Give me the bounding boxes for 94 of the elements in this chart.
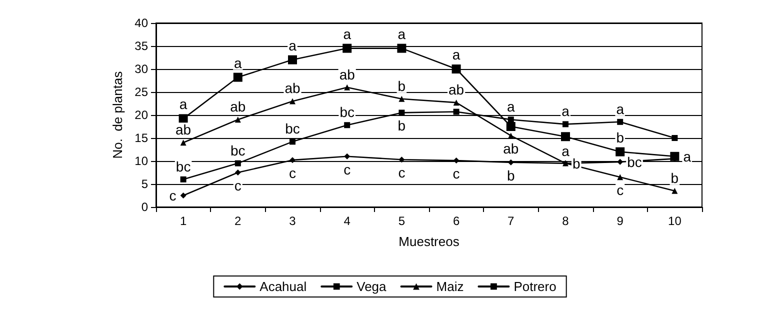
point: [562, 121, 568, 128]
point: [290, 138, 296, 145]
data-label: a: [288, 37, 297, 54]
y-tick-label: 5: [141, 177, 148, 191]
point: [290, 157, 296, 164]
point: [453, 108, 460, 115]
legend-label: Acahual: [260, 279, 307, 294]
x-tick-label: 6: [452, 214, 460, 228]
legend-label: Potrero: [514, 279, 556, 294]
y-tick-label: 25: [134, 85, 148, 99]
point: [344, 84, 350, 90]
legend-label: Maiz: [436, 279, 464, 294]
data-label: b: [398, 118, 406, 134]
point: [670, 152, 680, 161]
point: [342, 44, 352, 53]
point: [234, 160, 241, 166]
legend-label: Vega: [356, 279, 388, 294]
data-label: b: [572, 155, 580, 172]
point: [452, 64, 461, 74]
point: [344, 122, 350, 128]
data-label: ab: [176, 122, 192, 138]
x-tick-label: 10: [668, 214, 682, 228]
x-tick-label: 3: [289, 214, 296, 228]
point: [180, 176, 186, 182]
x-tick-label: 7: [508, 214, 515, 228]
point: [234, 116, 241, 123]
y-tick-label: 15: [134, 131, 148, 145]
point: [453, 158, 460, 164]
point: [561, 132, 570, 142]
data-label: c: [344, 161, 351, 178]
point: [672, 135, 678, 141]
point: [672, 188, 678, 194]
data-label: bc: [285, 120, 300, 137]
y-tick-label: 40: [134, 16, 148, 30]
x-tick-label: 5: [398, 214, 406, 228]
data-label: a: [452, 46, 460, 62]
data-label: c: [289, 165, 296, 182]
data-label: b: [507, 167, 515, 184]
point: [180, 192, 186, 198]
point: [233, 72, 242, 82]
x-tick-label: 2: [234, 214, 242, 228]
data-label: a: [562, 103, 570, 120]
x-tick-label: 8: [562, 214, 570, 228]
x-tick-label: 9: [616, 214, 624, 228]
point: [290, 98, 296, 104]
data-label: bc: [340, 104, 354, 120]
data-label: a: [616, 100, 624, 117]
data-label: ab: [230, 98, 246, 115]
data-label: a: [179, 96, 188, 112]
y-axis-title: No. de plantas: [110, 70, 125, 159]
data-label: c: [234, 178, 242, 194]
data-label: b: [670, 170, 679, 186]
data-label: c: [616, 182, 624, 198]
point: [398, 156, 405, 163]
point: [616, 147, 625, 156]
y-tick-label: 35: [134, 39, 148, 53]
point: [617, 158, 624, 165]
data-label: bc: [627, 154, 642, 170]
point: [397, 44, 406, 53]
point: [617, 118, 624, 125]
data-label: bc: [230, 142, 246, 158]
point: [398, 96, 405, 102]
point: [508, 159, 514, 166]
data-label: bc: [176, 158, 191, 174]
data-label: b: [616, 129, 624, 146]
data-label: c: [398, 164, 406, 181]
data-label: ab: [448, 82, 464, 98]
x-tick-label: 1: [180, 214, 187, 228]
data-label: c: [452, 166, 460, 182]
data-label: c: [169, 188, 176, 204]
data-label: ab: [339, 66, 356, 82]
data-label: a: [562, 143, 570, 160]
point: [288, 55, 297, 64]
data-label: b: [398, 78, 406, 94]
x-axis-title: Muestreos: [398, 234, 460, 249]
y-tick-label: 10: [134, 154, 148, 168]
data-label: a: [343, 26, 352, 42]
data-label: ab: [503, 140, 519, 157]
data-label: ab: [284, 80, 300, 96]
point: [180, 140, 186, 146]
x-tick-label: 4: [344, 214, 351, 228]
data-label: a: [683, 148, 692, 164]
y-tick-label: 20: [134, 108, 148, 122]
y-tick-label: 30: [134, 62, 148, 76]
data-label: a: [234, 54, 242, 71]
point: [178, 114, 188, 124]
point: [234, 170, 241, 176]
data-label: a: [507, 98, 515, 115]
data-label: a: [398, 26, 406, 42]
point: [617, 174, 624, 180]
point: [344, 153, 350, 160]
point: [453, 100, 460, 106]
point: [506, 122, 516, 131]
y-tick-label: 0: [141, 200, 148, 214]
